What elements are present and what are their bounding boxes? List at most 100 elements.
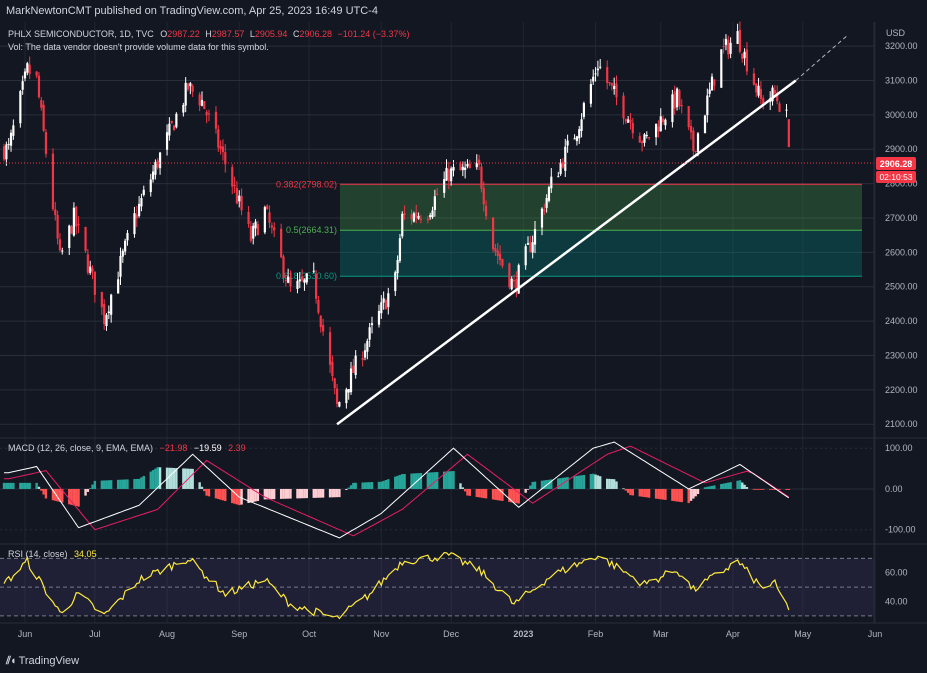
low-value: 2905.94 <box>255 29 288 39</box>
macd-signal-line <box>4 445 790 537</box>
macd-tick-label: 0.00 <box>885 484 903 494</box>
candle-body <box>252 225 255 239</box>
candle-body <box>268 212 271 223</box>
macd-histogram-bar <box>452 471 455 489</box>
candle-body <box>578 129 581 139</box>
time-tick-label: Aug <box>159 629 175 639</box>
candle-body <box>191 85 194 92</box>
macd-histogram-bar <box>501 488 504 501</box>
candle-body <box>249 226 252 241</box>
fib-level-label: 0.5(2664.31) <box>286 225 337 235</box>
candle-body <box>158 152 162 169</box>
candle-body <box>103 303 106 325</box>
candle-body <box>156 160 159 168</box>
fibonacci-retracement[interactable]: 0.382(2798.02)0.5(2664.31)0.618(2530.60) <box>276 179 862 281</box>
candle-body <box>450 168 453 182</box>
candle-body <box>172 125 176 131</box>
candle-body <box>664 119 667 126</box>
candle-body <box>510 278 513 290</box>
candle-body <box>317 300 320 313</box>
macd-histogram-bar <box>72 488 76 506</box>
candle-body <box>380 302 383 314</box>
macd-histogram-bar <box>687 488 690 504</box>
candle-body <box>110 294 113 315</box>
macd-histogram-bar <box>710 485 714 489</box>
macd-histogram-bar <box>680 488 683 503</box>
candle-body <box>203 101 206 110</box>
candle-body <box>335 388 339 405</box>
symbol-legend[interactable]: PHLX SEMICONDUCTOR, 1D, TVC O2987.22 H29… <box>8 29 410 52</box>
time-tick-label: Apr <box>726 629 740 639</box>
candle-body <box>207 113 211 115</box>
rsi-legend[interactable]: RSI (14, close) 34.05 <box>8 549 97 559</box>
macd-legend[interactable]: MACD (12, 26, close, 9, EMA, EMA) −21.98… <box>8 443 246 453</box>
candle-body <box>496 250 499 257</box>
macd-histogram-bar <box>319 488 322 498</box>
time-tick-label: Mar <box>653 629 669 639</box>
macd-histogram-bar <box>433 472 437 489</box>
macd-histogram-bar <box>657 488 660 499</box>
candle-body <box>606 67 609 83</box>
candle-body <box>184 82 187 106</box>
candle-body <box>126 232 129 241</box>
tradingview-logo[interactable]: ⫽◖ TradingView <box>6 655 79 668</box>
macd-histogram-bar <box>526 488 530 490</box>
candle-body <box>466 164 469 167</box>
macd-histogram-bar <box>724 483 728 489</box>
macd-histogram-bar <box>279 488 283 499</box>
macd-histogram-bar <box>247 488 250 504</box>
candle-body <box>543 209 546 212</box>
macd-histogram-bar <box>622 488 625 490</box>
macd-histogram-bar <box>496 488 499 501</box>
candle-body <box>461 166 464 171</box>
candle-body <box>531 242 534 253</box>
candle-body <box>301 276 304 281</box>
price-tick-label: 2600.00 <box>885 247 918 257</box>
candle-body <box>545 198 548 208</box>
macd-histogram-bar <box>475 488 478 497</box>
candle-body <box>19 91 22 124</box>
macd-histogram-bar <box>594 474 597 489</box>
trendline[interactable] <box>336 35 848 426</box>
macd-histogram-bar <box>673 488 676 502</box>
macd-histogram-bar <box>42 488 45 495</box>
candle-body <box>689 126 693 133</box>
macd-histogram-bar <box>631 488 635 496</box>
macd-histogram-bar <box>366 482 369 489</box>
candle-body <box>641 141 644 144</box>
candle-body <box>494 248 497 252</box>
candle-body <box>657 126 660 132</box>
time-tick-label: May <box>794 629 812 639</box>
change-value: −101.24 (−3.37%) <box>338 29 410 39</box>
macd-histogram-bar <box>694 488 697 497</box>
macd-histogram-bar <box>58 488 62 502</box>
chart-canvas[interactable]: 0.382(2798.02)0.5(2664.31)0.618(2530.60)… <box>0 0 927 650</box>
price-axis[interactable]: 2100.00 2200.00 2300.00 2400.00 2500.00 2600.… <box>885 41 918 606</box>
candle-body <box>231 167 234 187</box>
macd-histogram-bar <box>573 476 576 489</box>
candle-body <box>540 208 544 228</box>
price-tick-label: 2500.00 <box>885 282 918 292</box>
macd-histogram-bar <box>461 487 465 489</box>
candle-body <box>741 53 744 59</box>
macd-histogram-bar <box>578 475 581 489</box>
macd-histogram-bar <box>531 481 534 489</box>
macd-histogram-bar <box>119 479 122 489</box>
candle-body <box>594 73 597 75</box>
macd-histogram-bar <box>629 488 632 496</box>
candle-body <box>678 90 681 107</box>
macd-histogram-bar <box>692 488 695 499</box>
macd-histogram-bar <box>752 488 756 490</box>
macd-histogram-bar <box>512 488 516 503</box>
candle-body <box>501 259 504 266</box>
macd-histogram-bar <box>580 475 583 489</box>
candle-body <box>303 279 306 283</box>
candle-body <box>410 214 413 220</box>
candle-body <box>613 85 616 89</box>
time-axis[interactable]: Jun Jul Aug Sep Oct Nov Dec 2023 Feb Mar Apr May Jun <box>18 629 883 639</box>
macd-histogram-bar <box>158 467 162 489</box>
candle-body <box>547 187 551 201</box>
macd-histogram-bar <box>429 472 432 489</box>
macd-tick-label: 100.00 <box>885 443 913 453</box>
macd-histogram-bar <box>575 475 579 489</box>
